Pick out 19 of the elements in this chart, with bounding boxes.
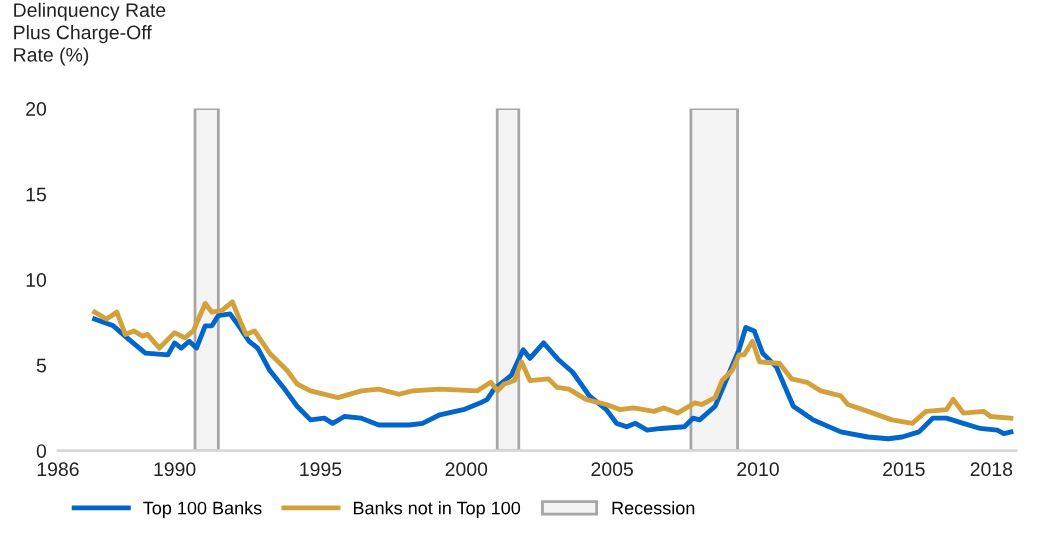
x-tick-label: 2015 — [883, 462, 925, 477]
x-tick-label: 1995 — [300, 462, 342, 477]
x-tick-label: 1986 — [37, 462, 79, 477]
y-tick-label: 20 — [26, 102, 47, 116]
legend-label: Banks not in Top 100 — [353, 501, 521, 518]
y-tick-label: 5 — [36, 358, 46, 373]
y-tick-label: 15 — [26, 187, 46, 202]
x-tick-label: 2005 — [591, 462, 633, 477]
y-tick-label: 10 — [26, 273, 47, 287]
x-tick-label: 2018 — [970, 462, 1013, 477]
y-tick-label: 0 — [36, 444, 47, 458]
x-tick-label: 2010 — [737, 462, 779, 477]
line-series — [92, 311, 1014, 442]
legend-label: Recession — [612, 501, 695, 515]
y-axis-title: Delinquency Rate Plus Charge-Off Rate (%) — [14, 2, 166, 66]
line-series — [92, 299, 1014, 426]
x-tick-label: 2000 — [445, 462, 488, 477]
x-tick-label: 1990 — [154, 462, 196, 477]
legend-label: Top 100 Banks — [143, 501, 262, 518]
